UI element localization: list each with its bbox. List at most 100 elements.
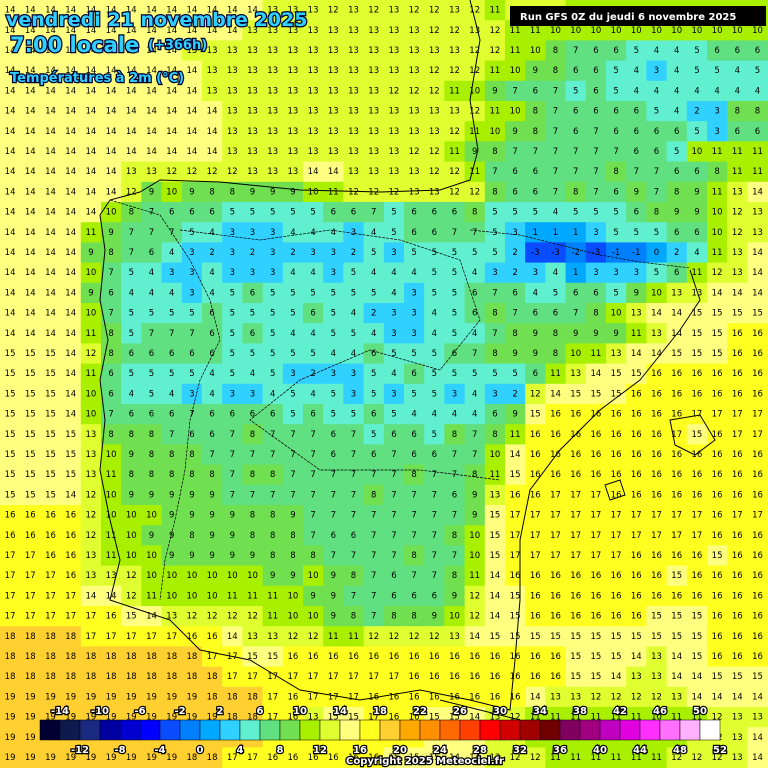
temperature-cell xyxy=(343,242,365,264)
temperature-cell xyxy=(0,161,21,183)
temperature-value: 14 xyxy=(65,147,76,157)
temperature-value: 6 xyxy=(472,288,477,298)
temperature-cell xyxy=(161,60,183,82)
temperature-value: 7 xyxy=(613,147,618,157)
temperature-cell xyxy=(242,404,264,425)
temperature-cell xyxy=(565,323,587,344)
temperature-cell xyxy=(646,343,668,365)
temperature-cell xyxy=(282,181,304,203)
temperature-cell xyxy=(60,383,82,405)
temperature-value: 14 xyxy=(5,329,16,339)
temperature-value: 7 xyxy=(169,329,174,339)
temperature-value: 7 xyxy=(391,531,396,541)
temperature-cell xyxy=(383,161,405,183)
temperature-cell xyxy=(222,404,243,425)
temperature-value: 12 xyxy=(449,66,460,76)
temperature-value: 17 xyxy=(267,692,278,702)
temperature-value: 16 xyxy=(732,612,743,622)
temperature-value: 4 xyxy=(310,329,315,339)
temperature-value: 17 xyxy=(631,511,642,521)
temperature-value: 3 xyxy=(411,288,416,298)
temperature-cell xyxy=(484,181,506,203)
temperature-cell xyxy=(747,40,768,62)
temperature-cell xyxy=(181,363,203,385)
temperature-value: 11 xyxy=(570,753,581,763)
temperature-value: 4 xyxy=(149,268,154,278)
temperature-value: 9 xyxy=(189,551,194,561)
temperature-value: 4 xyxy=(432,329,437,339)
temperature-value: 5 xyxy=(331,329,336,339)
temperature-cell xyxy=(303,141,324,163)
temperature-cell xyxy=(565,181,587,203)
temperature-cell xyxy=(20,80,41,102)
temperature-value: 6 xyxy=(250,288,255,298)
scale-swatch xyxy=(639,719,661,741)
temperature-value: 16 xyxy=(631,430,642,440)
temperature-value: 13 xyxy=(85,571,96,581)
temperature-value: 11 xyxy=(106,551,117,561)
temperature-value: 11 xyxy=(712,187,723,197)
temperature-cell xyxy=(60,222,82,243)
temperature-cell xyxy=(484,0,506,21)
temperature-value: 3 xyxy=(331,248,336,258)
temperature-value: 13 xyxy=(328,26,339,36)
temperature-cell xyxy=(585,121,607,142)
temperature-value: 5 xyxy=(250,349,255,359)
temperature-cell xyxy=(141,141,163,163)
temperature-value: 5 xyxy=(331,389,336,399)
temperature-value: 15 xyxy=(5,470,16,480)
temperature-value: 6 xyxy=(371,349,376,359)
temperature-value: 14 xyxy=(106,187,117,197)
temperature-cell xyxy=(545,282,567,304)
temperature-cell xyxy=(121,40,142,62)
temperature-cell xyxy=(303,282,324,304)
temperature-value: 15 xyxy=(691,349,702,359)
temperature-cell xyxy=(626,181,647,203)
temperature-value: 10 xyxy=(85,268,96,278)
temperature-cell xyxy=(80,323,102,344)
temperature-cell xyxy=(121,343,142,365)
temperature-value: 16 xyxy=(25,511,36,521)
temperature-value: 4 xyxy=(472,389,477,399)
temperature-value: 7 xyxy=(351,511,356,521)
temperature-value: 5 xyxy=(654,228,659,238)
temperature-value: 10 xyxy=(85,410,96,420)
temperature-value: 12 xyxy=(429,66,440,76)
temperature-value: 10 xyxy=(227,571,238,581)
temperature-value: 8 xyxy=(492,349,497,359)
temperature-cell xyxy=(444,343,466,365)
temperature-value: 8 xyxy=(411,551,416,561)
temperature-value: 5 xyxy=(391,208,396,218)
temperature-value: 11 xyxy=(510,430,521,440)
scale-label: 6 xyxy=(257,706,264,717)
temperature-cell xyxy=(121,202,142,223)
temperature-cell xyxy=(525,40,546,62)
temperature-cell xyxy=(666,101,688,122)
temperature-value: 5 xyxy=(654,107,659,117)
temperature-value: 17 xyxy=(45,571,56,581)
temperature-cell xyxy=(505,202,526,223)
temperature-value: 7 xyxy=(553,127,558,137)
temperature-cell xyxy=(141,303,163,324)
temperature-cell xyxy=(40,242,62,264)
temperature-value: 18 xyxy=(126,672,137,682)
temperature-value: 17 xyxy=(25,612,36,622)
temperature-cell xyxy=(242,383,264,405)
temperature-cell xyxy=(0,343,21,365)
temperature-value: 8 xyxy=(250,531,255,541)
temperature-cell xyxy=(666,161,688,183)
temperature-value: 7 xyxy=(472,450,477,460)
temperature-value: 14 xyxy=(106,127,117,137)
temperature-cell xyxy=(464,20,486,41)
temperature-value: 16 xyxy=(550,652,561,662)
temperature-value: 9 xyxy=(169,490,174,500)
temperature-value: 16 xyxy=(651,551,662,561)
temperature-cell xyxy=(505,303,526,324)
temperature-value: 17 xyxy=(570,511,581,521)
temperature-cell xyxy=(707,161,728,183)
temperature-value: 17 xyxy=(348,692,359,702)
temperature-value: 7 xyxy=(492,329,497,339)
temperature-cell xyxy=(747,242,768,264)
temperature-value: 10 xyxy=(146,571,157,581)
temperature-value: 13 xyxy=(227,66,238,76)
